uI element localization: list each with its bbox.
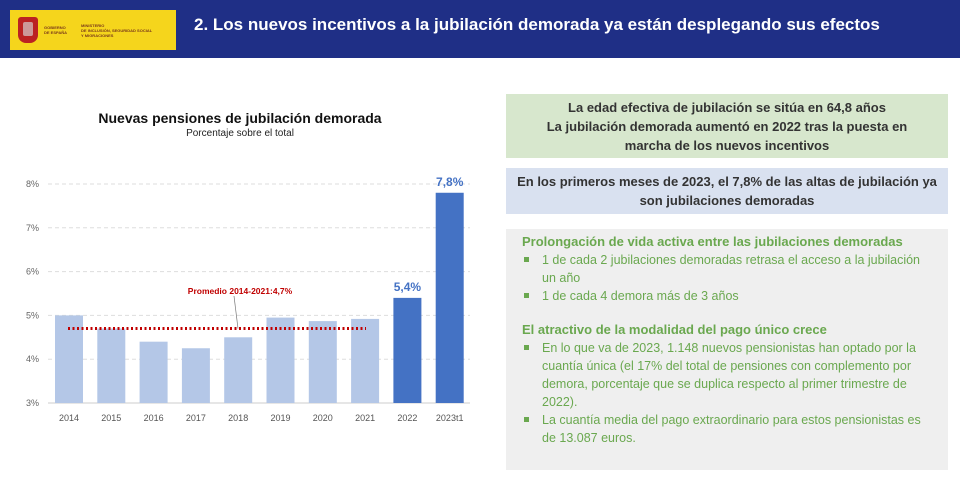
bar-2022 (393, 297, 422, 403)
y-tick-label: 3% (26, 398, 39, 408)
x-tick-label: 2015 (101, 413, 121, 423)
data-label: 5,4% (394, 280, 422, 294)
bar-chart: 3% 4% 5% 6% 7% 8% 2014 2015 2016 2017 2018 2019 2020… (26, 175, 470, 423)
x-tick-label: 2014 (59, 413, 79, 423)
average-leader-line (233, 295, 239, 329)
summary-line: La edad efectiva de jubilación se sitúa … (568, 100, 886, 115)
section-title: El atractivo de la modalidad del pago ún… (522, 322, 827, 337)
chart-subtitle: Porcentaje sobre el total (186, 128, 294, 139)
bar-2016 (139, 341, 168, 403)
y-tick-label: 4% (26, 354, 39, 364)
bar-2015 (97, 328, 126, 403)
bar-2018 (224, 337, 253, 403)
details-box: Prolongación de vida activa entre las ju… (506, 229, 948, 470)
list-item: 1 de cada 2 jubilaciones demoradas retra… (522, 251, 932, 287)
x-tick-label: 2019 (270, 413, 290, 423)
y-tick-label: 8% (26, 179, 39, 189)
summary-box-age: La edad efectiva de jubilación se sitúa … (506, 94, 948, 158)
summary-line: En los primeros meses de 2023, el 7,8% d… (517, 174, 937, 208)
x-tick-label: 2022 (397, 413, 417, 423)
data-label: 7,8% (436, 175, 464, 189)
header-bar: Gobierno de España Ministerio de inclusión… (0, 0, 960, 58)
list-item: En lo que va de 2023, 1.148 nuevos pensi… (522, 339, 932, 411)
summary-line: La jubilación demorada aumentó en 2022 t… (546, 119, 908, 153)
slide-title: 2. Los nuevos incentivos a la jubilación… (194, 15, 880, 34)
government-logo: Gobierno de España Ministerio de inclusión… (10, 10, 176, 50)
bar-2023t1 (435, 192, 464, 403)
bar-2019 (266, 317, 295, 403)
summary-box-2023: En los primeros meses de 2023, el 7,8% d… (506, 168, 948, 214)
x-tick-label: 2021 (355, 413, 375, 423)
chart-title: Nuevas pensiones de jubilación demorada (98, 110, 382, 126)
x-tick-label: 2020 (313, 413, 333, 423)
coat-of-arms-icon (18, 17, 38, 43)
y-tick-label: 5% (26, 310, 39, 320)
x-tick-label: 2018 (228, 413, 248, 423)
x-tick-label: 2023t1 (436, 413, 464, 423)
bar-2017 (181, 348, 210, 403)
section-title: Prolongación de vida activa entre las ju… (522, 234, 903, 249)
y-tick-label: 7% (26, 223, 39, 233)
x-tick-label: 2017 (186, 413, 206, 423)
list-item: La cuantía media del pago extraordinario… (522, 411, 932, 447)
list-item: 1 de cada 4 demora más de 3 años (522, 287, 932, 305)
bar-2020 (308, 321, 337, 403)
y-tick-label: 6% (26, 267, 39, 277)
average-label: Promedio 2014-2021:4,7% (188, 286, 293, 296)
bar-2021 (351, 318, 380, 403)
x-tick-label: 2016 (144, 413, 164, 423)
